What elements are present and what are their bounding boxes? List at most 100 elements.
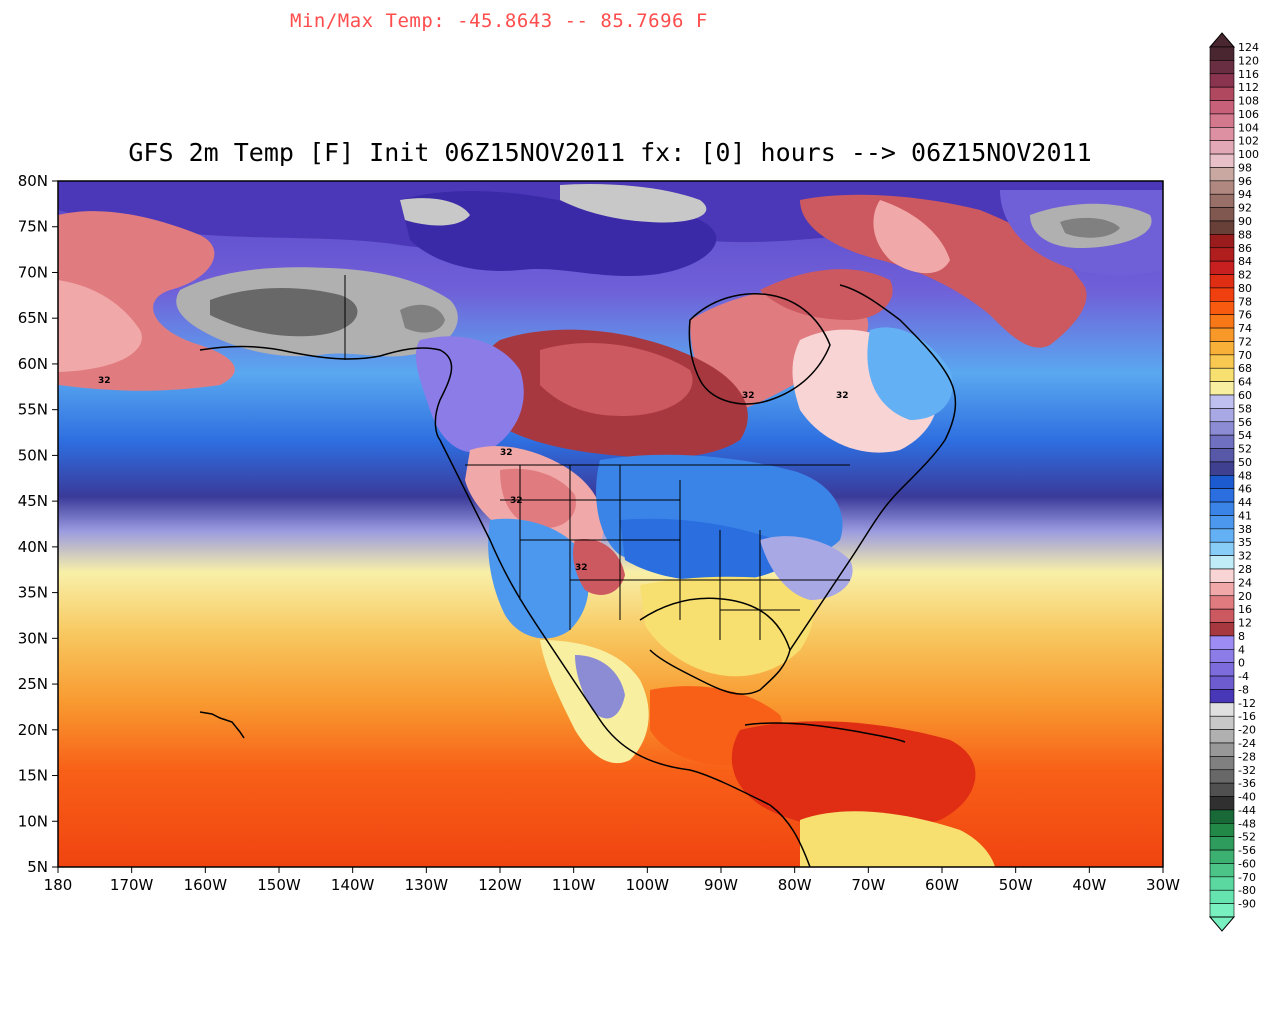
contour-label: 32 — [98, 376, 111, 386]
colorbar-label: -80 — [1238, 884, 1256, 897]
lon-label: 70W — [851, 876, 885, 894]
colorbar-label: 76 — [1238, 309, 1252, 322]
colorbar-swatch — [1209, 381, 1235, 396]
colorbar-swatch — [1209, 582, 1235, 597]
lat-label: 10N — [18, 812, 48, 830]
colorbar-swatch — [1209, 903, 1235, 918]
map-plot-area: 32 32 32 32 32 32 — [58, 181, 1163, 867]
colorbar-swatch — [1209, 140, 1235, 155]
colorbar-label: -4 — [1238, 670, 1249, 683]
colorbar-bottom-arrow — [1208, 916, 1236, 932]
colorbar-swatch — [1209, 675, 1235, 690]
colorbar-label: -12 — [1238, 697, 1256, 710]
colorbar-swatch — [1209, 220, 1235, 235]
hawaii-outline — [199, 711, 245, 739]
colorbar-label: 16 — [1238, 603, 1252, 616]
longitude-axis: 180 170W 160W 150W 140W 130W 120W 110W 100W 90W 80… — [44, 867, 1180, 894]
colorbar-swatch — [1209, 180, 1235, 195]
colorbar-swatch — [1209, 113, 1235, 128]
colorbar-swatch — [1209, 434, 1235, 449]
lat-label: 45N — [18, 492, 48, 510]
lat-label: 25N — [18, 675, 48, 693]
colorbar-label: 38 — [1238, 523, 1252, 536]
colorbar-swatch — [1209, 876, 1235, 891]
colorbar-label: 74 — [1238, 322, 1252, 335]
lon-label: 120W — [478, 876, 522, 894]
colorbar-label: 80 — [1238, 282, 1252, 295]
colorbar-label: -40 — [1238, 791, 1256, 804]
colorbar-swatch — [1209, 475, 1235, 489]
colorbar-swatch — [1209, 207, 1235, 222]
colorbar-swatch — [1209, 247, 1235, 262]
lon-label: 100W — [626, 876, 670, 894]
colorbar-swatch — [1209, 823, 1235, 837]
colorbar-swatch — [1209, 715, 1235, 730]
lon-label: 170W — [110, 876, 154, 894]
lat-label: 60N — [18, 355, 48, 373]
colorbar-swatch — [1209, 100, 1235, 115]
map-title: GFS 2m Temp [F] Init 06Z15NOV2011 fx: [0… — [128, 138, 1092, 167]
colorbar-label: 112 — [1238, 81, 1259, 94]
colorbar-swatch — [1209, 461, 1235, 476]
colorbar-swatch — [1209, 568, 1235, 583]
colorbar-label: 50 — [1238, 456, 1252, 469]
lon-label: 130W — [405, 876, 449, 894]
lon-label: 60W — [925, 876, 959, 894]
colorbar-swatch — [1209, 729, 1235, 744]
colorbar-swatch — [1209, 622, 1235, 637]
colorbar-swatch — [1209, 689, 1235, 704]
colorbar-swatch — [1209, 662, 1235, 677]
colorbar-swatch — [1209, 555, 1235, 570]
colorbar-swatch — [1209, 394, 1235, 409]
colorbar-label: 124 — [1238, 41, 1259, 54]
colorbar-swatch — [1209, 809, 1235, 824]
colorbar-label: 70 — [1238, 349, 1252, 362]
lat-label: 40N — [18, 538, 48, 556]
colorbar-label: 28 — [1238, 563, 1252, 576]
colorbar-label: 100 — [1238, 148, 1259, 161]
colorbar-swatch — [1209, 193, 1235, 208]
cuba-outline — [744, 722, 906, 743]
contour-label: 32 — [500, 448, 513, 458]
colorbar-label: 46 — [1238, 483, 1252, 496]
contour-label: 32 — [836, 391, 849, 401]
colorbar-swatch — [1209, 301, 1235, 315]
colorbar-label: 32 — [1238, 550, 1252, 563]
map-frame — [57, 180, 1164, 868]
colorbar-swatch — [1209, 501, 1235, 516]
colorbar-swatch — [1209, 608, 1235, 623]
colorbar-label: 48 — [1238, 469, 1252, 482]
lat-label: 30N — [18, 629, 48, 647]
colorbar-swatch — [1209, 528, 1235, 543]
lon-label: 30W — [1146, 876, 1180, 894]
colorbar-swatch — [1209, 408, 1235, 423]
colorbar-label: 56 — [1238, 416, 1252, 429]
colorbar-label: -52 — [1238, 831, 1256, 844]
lon-label: 40W — [1072, 876, 1106, 894]
atlantic-coastline — [789, 284, 957, 651]
colorbar-swatch — [1209, 167, 1235, 182]
colorbar-label: -48 — [1238, 817, 1256, 830]
colorbar-label: -44 — [1238, 804, 1256, 817]
colorbar-label: 94 — [1238, 188, 1252, 201]
colorbar-label: 106 — [1238, 108, 1259, 121]
colorbar-label: 92 — [1238, 202, 1252, 215]
colorbar-label: 84 — [1238, 255, 1252, 268]
colorbar-swatch — [1209, 314, 1235, 329]
colorbar-swatch — [1209, 889, 1235, 904]
colorbar-swatch — [1209, 46, 1235, 61]
colorbar-swatch — [1209, 702, 1235, 717]
colorbar-swatch — [1209, 595, 1235, 610]
colorbar-swatch — [1209, 635, 1235, 650]
colorbar-swatch — [1209, 153, 1235, 168]
colorbar-swatch — [1209, 73, 1235, 88]
lat-label: 70N — [18, 263, 48, 281]
colorbar-swatch — [1209, 274, 1235, 289]
colorbar-label: 58 — [1238, 402, 1252, 415]
lat-label: 80N — [18, 172, 48, 190]
colorbar-swatch — [1209, 649, 1235, 663]
colorbar-swatch — [1209, 127, 1235, 141]
colorbar-label: -24 — [1238, 737, 1256, 750]
contour-label: 32 — [575, 563, 588, 573]
